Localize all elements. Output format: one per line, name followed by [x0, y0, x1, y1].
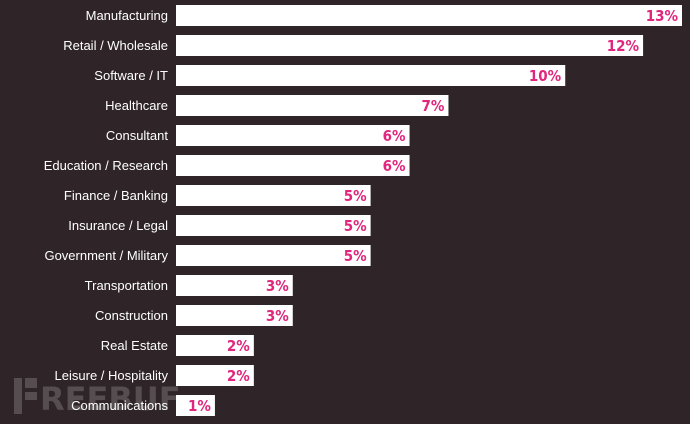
category-label: Retail / Wholesale — [63, 38, 168, 53]
bar — [176, 185, 371, 206]
category-label: Finance / Banking — [64, 188, 168, 203]
bar — [176, 155, 410, 176]
bar — [176, 35, 644, 56]
bar — [176, 365, 254, 386]
category-label: Construction — [95, 308, 168, 323]
category-label: Manufacturing — [86, 8, 168, 23]
bar — [176, 65, 566, 86]
category-label: Communications — [71, 398, 168, 413]
bar — [176, 305, 293, 326]
value-label: 6% — [383, 127, 406, 145]
bar — [176, 125, 410, 146]
value-label: 2% — [227, 337, 250, 355]
category-label: Transportation — [85, 278, 168, 293]
value-label: 5% — [344, 247, 367, 265]
category-label: Healthcare — [105, 98, 168, 113]
category-label: Real Estate — [101, 338, 168, 353]
value-label: 1% — [188, 397, 211, 415]
category-label: Education / Research — [44, 158, 168, 173]
value-label: 12% — [607, 37, 640, 55]
category-label: Leisure / Hospitality — [55, 368, 169, 383]
bar — [176, 335, 254, 356]
bar — [176, 395, 215, 416]
value-label: 7% — [422, 97, 445, 115]
value-label: 13% — [646, 7, 679, 25]
value-label: 2% — [227, 367, 250, 385]
bar — [176, 275, 293, 296]
category-label: Software / IT — [94, 68, 168, 83]
value-label: 3% — [266, 307, 289, 325]
category-label: Consultant — [106, 128, 169, 143]
value-label: 6% — [383, 157, 406, 175]
value-label: 3% — [266, 277, 289, 295]
bar — [176, 245, 371, 266]
category-label: Government / Military — [44, 248, 168, 263]
watermark-text: REEBUF — [40, 380, 181, 418]
bar — [176, 95, 449, 116]
bar — [176, 5, 682, 26]
value-label: 5% — [344, 187, 367, 205]
category-label: Insurance / Legal — [68, 218, 168, 233]
watermark-logo: REEBUF — [14, 378, 181, 418]
bar — [176, 215, 371, 236]
value-label: 10% — [529, 67, 562, 85]
value-label: 5% — [344, 217, 367, 235]
